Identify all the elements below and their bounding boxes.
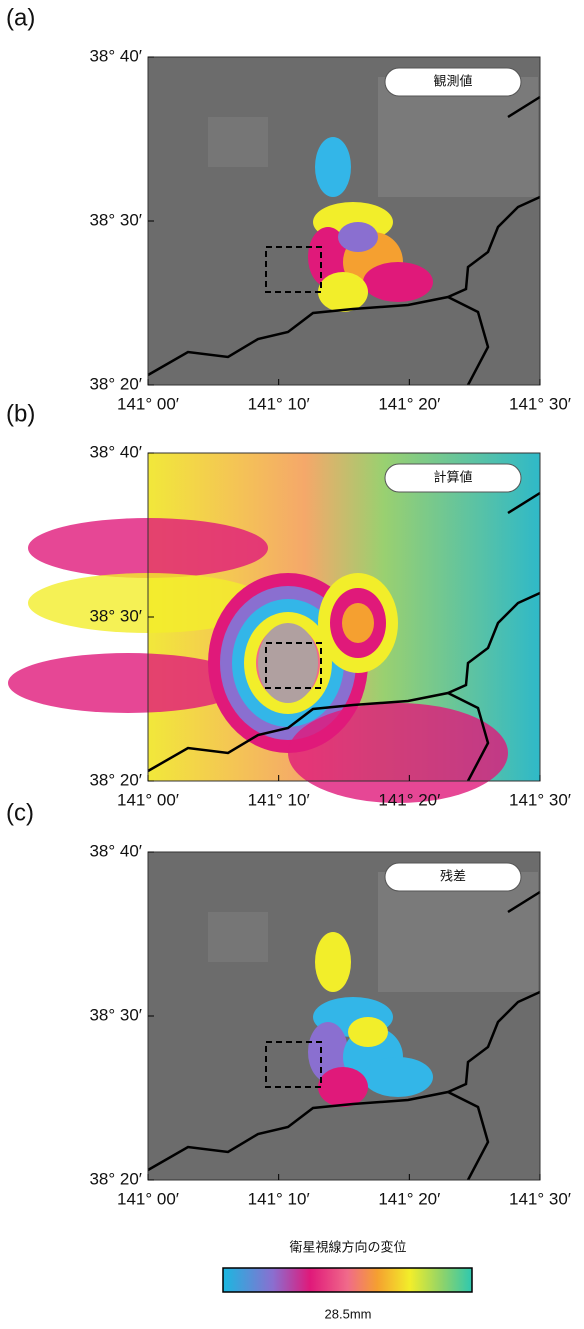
x-tick-label: 141° 20′ xyxy=(378,790,440,809)
land-texture xyxy=(208,912,268,962)
box-label: 観測値 xyxy=(433,73,472,88)
figure: 観測値(a)38° 40′38° 30′38° 20′141° 00′141° … xyxy=(0,0,584,1329)
x-tick-label: 141° 00′ xyxy=(117,394,179,413)
box-label: 計算値 xyxy=(433,469,472,484)
y-tick-label: 38° 20′ xyxy=(89,1169,142,1188)
colorbar-title: 衛星視線方向の変位 xyxy=(289,1239,406,1254)
y-tick-label: 38° 40′ xyxy=(89,442,142,461)
x-tick-label: 141° 20′ xyxy=(378,1189,440,1208)
colorbar xyxy=(223,1268,472,1292)
x-tick-label: 141° 00′ xyxy=(117,790,179,809)
map-panel: 観測値 xyxy=(148,57,540,385)
displacement-patch xyxy=(318,272,368,312)
x-tick-label: 141° 10′ xyxy=(248,394,310,413)
y-tick-label: 38° 20′ xyxy=(89,374,142,393)
displacement-patch xyxy=(363,262,433,302)
y-tick-label: 38° 30′ xyxy=(89,210,142,229)
displacement-patch xyxy=(315,932,351,992)
displacement-patch xyxy=(338,222,378,252)
x-tick-label: 141° 20′ xyxy=(378,394,440,413)
displacement-patch xyxy=(315,137,351,197)
x-tick-label: 141° 00′ xyxy=(117,1189,179,1208)
y-tick-label: 38° 20′ xyxy=(89,770,142,789)
displacement-patch xyxy=(363,1057,433,1097)
x-tick-label: 141° 30′ xyxy=(509,394,571,413)
x-tick-label: 141° 30′ xyxy=(509,1189,571,1208)
panel-label: (a) xyxy=(6,4,35,31)
y-tick-label: 38° 40′ xyxy=(89,841,142,860)
x-tick-label: 141° 10′ xyxy=(248,1189,310,1208)
map-panel: 計算値 xyxy=(8,453,540,803)
box-label: 残差 xyxy=(440,868,466,883)
y-tick-label: 38° 40′ xyxy=(89,46,142,65)
colorbar-label: 28.5mm xyxy=(325,1306,372,1321)
panel-label: (c) xyxy=(6,799,34,826)
fringe xyxy=(288,703,508,803)
x-tick-label: 141° 10′ xyxy=(248,790,310,809)
displacement-patch xyxy=(348,1017,388,1047)
panel-label: (b) xyxy=(6,400,35,427)
y-tick-label: 38° 30′ xyxy=(89,606,142,625)
land-texture xyxy=(208,117,268,167)
y-tick-label: 38° 30′ xyxy=(89,1005,142,1024)
fringe xyxy=(342,603,374,643)
displacement-patch xyxy=(318,1067,368,1107)
map-panel: 残差 xyxy=(148,852,540,1180)
x-tick-label: 141° 30′ xyxy=(509,790,571,809)
